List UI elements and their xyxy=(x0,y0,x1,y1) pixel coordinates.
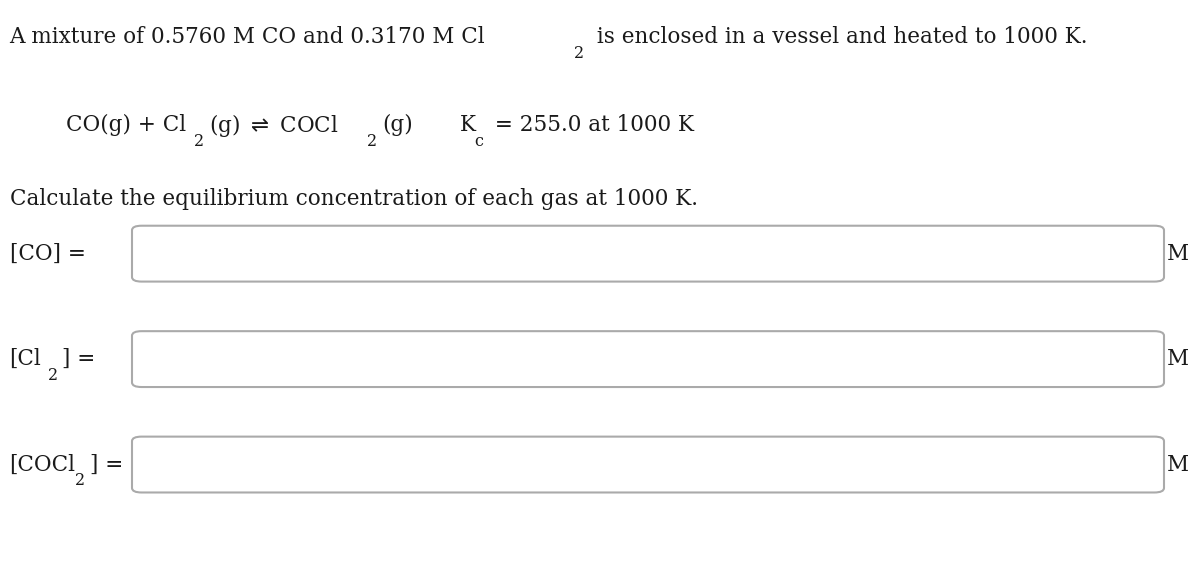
Text: M: M xyxy=(1166,243,1188,264)
Text: Calculate the equilibrium concentration of each gas at 1000 K.: Calculate the equilibrium concentration … xyxy=(10,189,697,210)
Text: M: M xyxy=(1166,454,1188,475)
Text: [CO] =: [CO] = xyxy=(10,243,85,264)
Text: K: K xyxy=(461,115,476,136)
Text: ] =: ] = xyxy=(62,348,96,370)
Text: c: c xyxy=(474,133,484,150)
Text: 2: 2 xyxy=(76,472,85,489)
Text: [COCl: [COCl xyxy=(10,454,76,475)
FancyBboxPatch shape xyxy=(132,331,1164,387)
Text: 2: 2 xyxy=(48,367,58,384)
Text: = 255.0 at 1000 K: = 255.0 at 1000 K xyxy=(488,115,694,136)
Text: 2: 2 xyxy=(194,133,204,150)
Text: (g) $\rightleftharpoons$ COCl: (g) $\rightleftharpoons$ COCl xyxy=(210,112,338,139)
Text: A mixture of 0.5760 M CO and 0.3170 M Cl: A mixture of 0.5760 M CO and 0.3170 M Cl xyxy=(10,26,485,48)
Text: 2: 2 xyxy=(367,133,377,150)
Text: CO(g) + Cl: CO(g) + Cl xyxy=(66,115,186,136)
Text: ] =: ] = xyxy=(90,454,124,475)
FancyBboxPatch shape xyxy=(132,437,1164,492)
Text: is enclosed in a vessel and heated to 1000 K.: is enclosed in a vessel and heated to 10… xyxy=(590,26,1088,48)
Text: 2: 2 xyxy=(574,44,584,62)
Text: [Cl: [Cl xyxy=(10,348,41,370)
Text: (g): (g) xyxy=(383,115,413,136)
Text: M: M xyxy=(1166,348,1188,370)
FancyBboxPatch shape xyxy=(132,226,1164,282)
